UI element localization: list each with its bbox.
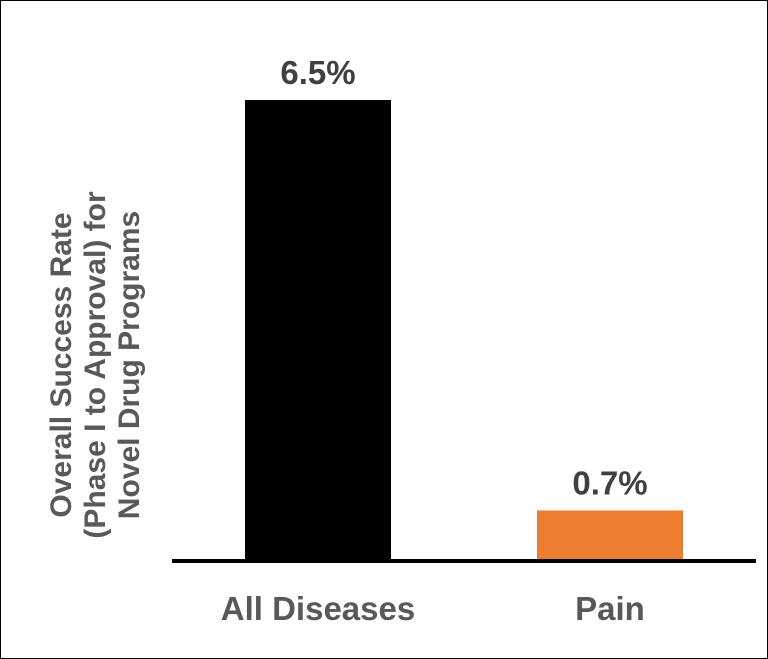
value-label-pain: 0.7% <box>572 464 647 501</box>
bar-pain <box>537 510 683 560</box>
bars-group <box>245 100 683 560</box>
value-labels-group: 6.5% 0.7% <box>280 54 647 501</box>
value-label-all-diseases: 6.5% <box>280 54 355 91</box>
y-axis-title: Overall Success Rate (Phase I to Approva… <box>45 191 146 539</box>
bar-all-diseases <box>245 100 391 560</box>
x-tick-labels-group: All Diseases Pain <box>221 590 645 627</box>
y-axis-title-line-2: (Phase I to Approval) for <box>79 191 112 539</box>
y-axis-title-line-3: Novel Drug Programs <box>113 211 146 519</box>
x-tick-label-pain: Pain <box>575 590 645 627</box>
x-tick-label-all-diseases: All Diseases <box>221 590 415 627</box>
y-axis-title-line-1: Overall Success Rate <box>45 212 78 517</box>
